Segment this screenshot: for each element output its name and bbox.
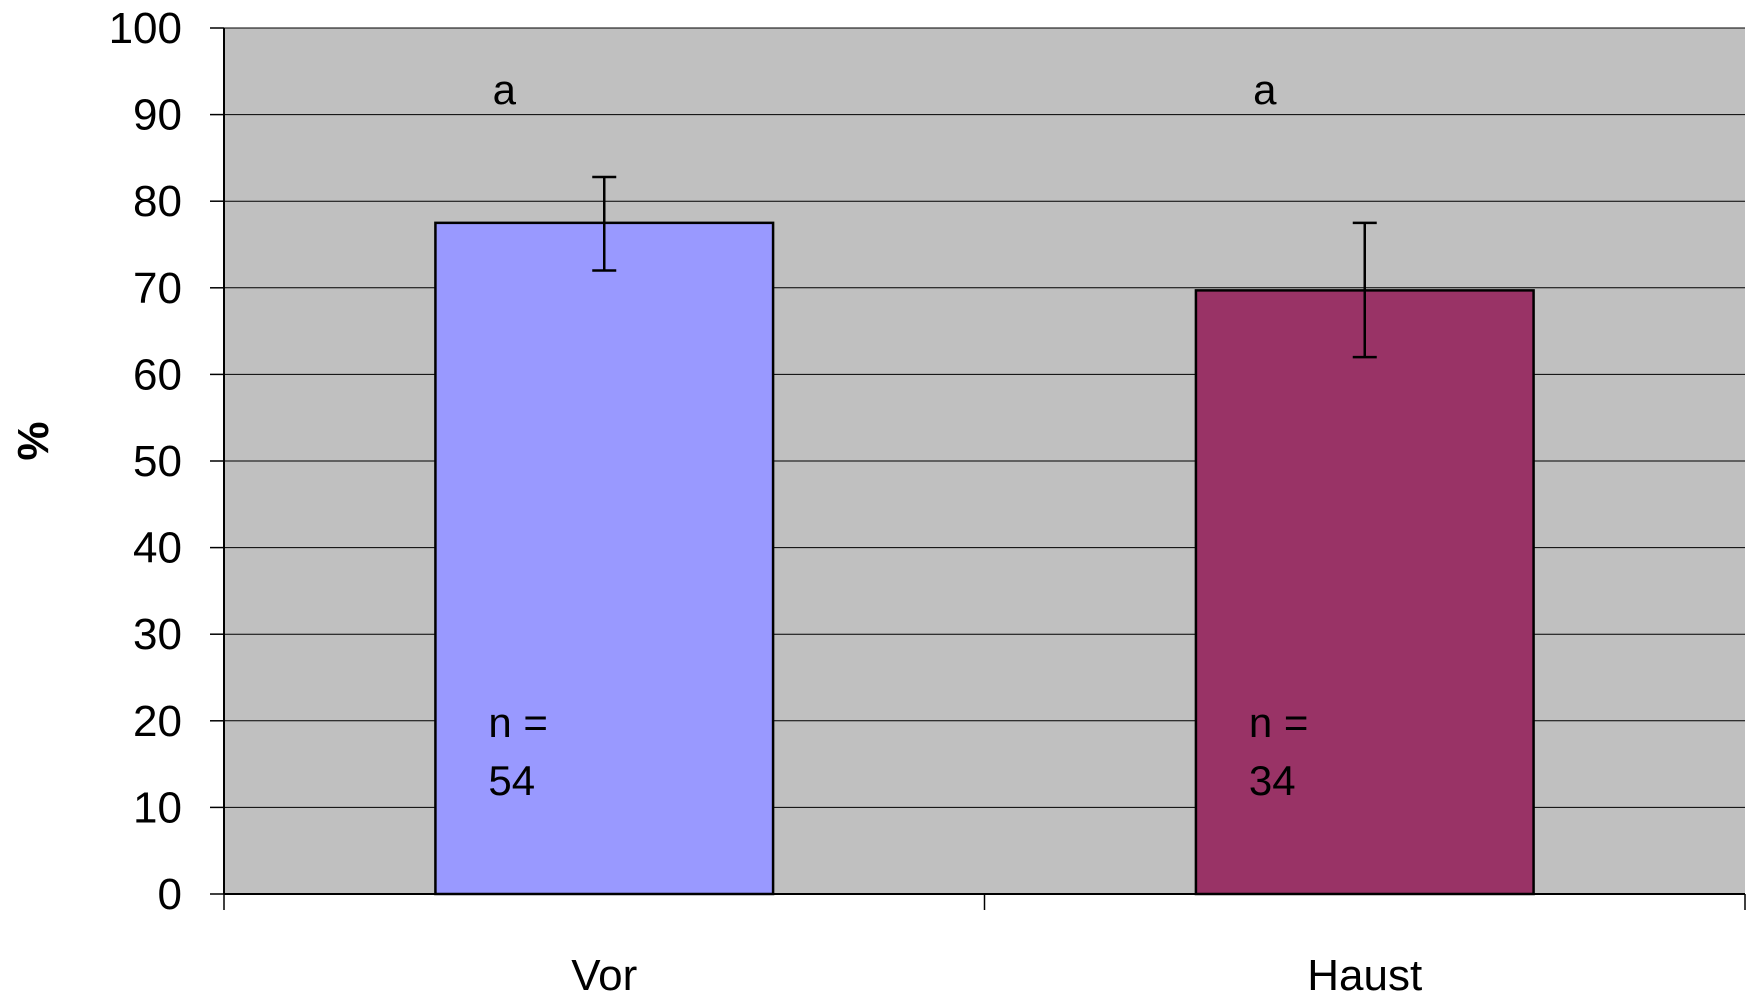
error-bars: [592, 175, 1377, 359]
y-tick-label: 80: [133, 177, 182, 226]
x-tick-label: Haust: [1307, 951, 1422, 996]
significance-letter: a: [493, 66, 517, 113]
sample-size-count: 54: [488, 757, 535, 804]
y-axis-label: %: [9, 421, 58, 460]
y-tick-label: 10: [133, 783, 182, 832]
y-tick-label: 50: [133, 437, 182, 486]
y-tick-label: 60: [133, 350, 182, 399]
y-axis-ticks: 0 10 20 30 40 50 60 70 80 90 100: [109, 4, 224, 919]
y-tick-label: 30: [133, 610, 182, 659]
y-tick-label: 40: [133, 524, 182, 573]
y-tick-label: 90: [133, 91, 182, 140]
x-axis-labels: Vor Haust: [223, 894, 1746, 996]
sample-size-prefix: n =: [488, 699, 548, 746]
y-tick-label: 70: [133, 264, 182, 313]
y-tick-label: 20: [133, 697, 182, 746]
significance-letter: a: [1253, 66, 1277, 113]
x-tick-label: Vor: [571, 951, 637, 996]
y-tick-label: 0: [158, 870, 182, 919]
sample-size-prefix: n =: [1249, 699, 1309, 746]
axes: [223, 28, 1745, 895]
bar: [434, 221, 775, 896]
sample-size-count: 34: [1249, 757, 1296, 804]
y-tick-label: 100: [109, 4, 182, 53]
annotations: a n = 54 a n = 34: [488, 66, 1308, 804]
bars: [434, 221, 1535, 896]
bar: [1194, 289, 1535, 896]
